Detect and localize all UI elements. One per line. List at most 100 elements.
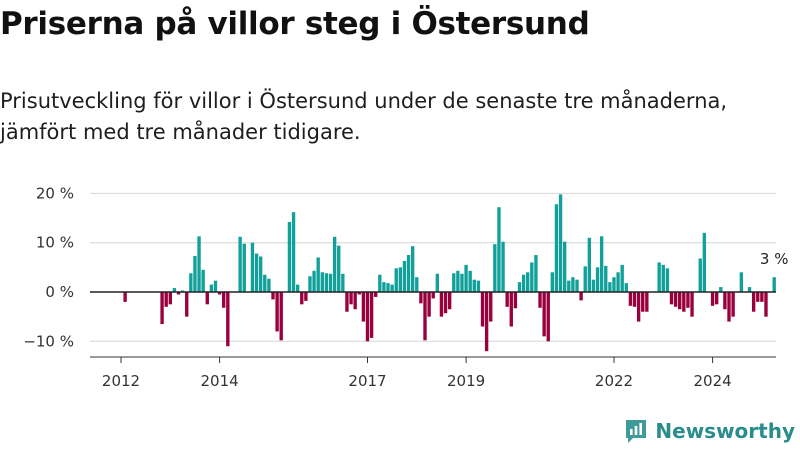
bar (739, 272, 744, 292)
bar (123, 292, 127, 302)
bar (628, 292, 633, 306)
bar (304, 292, 308, 301)
bar (308, 276, 312, 292)
bar (678, 292, 682, 310)
bar (394, 268, 398, 292)
y-tick-label: 20 % (36, 184, 74, 202)
x-tick-label: 2022 (595, 372, 633, 390)
bar (756, 292, 760, 302)
bar (378, 274, 382, 292)
bar (197, 236, 201, 292)
bar (476, 280, 481, 292)
bar (320, 272, 324, 292)
bar (665, 268, 670, 292)
bar (205, 292, 209, 305)
bar (337, 245, 341, 292)
y-tick-label: 10 % (36, 234, 74, 252)
bar (374, 292, 378, 297)
x-tick-label: 2017 (348, 372, 386, 390)
bar (250, 242, 255, 292)
bar (579, 292, 583, 301)
bar (386, 283, 390, 292)
bar (332, 236, 337, 292)
bar (751, 292, 756, 312)
bar (456, 270, 460, 292)
bar (715, 292, 719, 305)
bar (682, 292, 686, 312)
bar (238, 236, 242, 292)
bar (657, 262, 661, 292)
bar (542, 292, 546, 337)
bar (534, 255, 538, 292)
bar (673, 292, 678, 307)
brand-name: Newsworthy (655, 419, 795, 443)
bar (595, 267, 600, 292)
bar (645, 292, 649, 312)
page-title: Priserna på villor steg i Östersund (0, 6, 590, 42)
x-tick-label: 2024 (694, 372, 732, 390)
bar (591, 279, 596, 292)
bar (723, 292, 727, 310)
bar (760, 292, 764, 302)
bar (501, 241, 505, 292)
bar (287, 221, 292, 292)
bar (300, 292, 304, 305)
bar (201, 269, 205, 292)
bar (669, 292, 674, 305)
bar-chart-logo-icon (626, 420, 647, 443)
bar (217, 292, 222, 295)
bar (254, 253, 259, 292)
bar (583, 266, 587, 292)
bar (489, 292, 493, 322)
bar (604, 265, 608, 292)
bar (439, 292, 444, 317)
bar (316, 257, 320, 292)
bar (587, 237, 592, 292)
bar (554, 204, 559, 292)
bar (464, 264, 468, 292)
bar (349, 292, 353, 305)
bar (452, 273, 456, 292)
bar (558, 194, 563, 292)
y-tick-label: −10 % (23, 332, 74, 350)
bar (176, 292, 181, 295)
bar (213, 280, 218, 292)
bar (567, 280, 571, 292)
bar (526, 272, 530, 292)
bar (209, 284, 214, 292)
bar (267, 278, 271, 292)
bar (686, 292, 690, 308)
bar (365, 292, 370, 342)
bar (312, 270, 316, 292)
bar (509, 292, 513, 327)
bar (419, 292, 423, 304)
bar (772, 277, 776, 292)
bar (222, 292, 226, 308)
bar (636, 292, 641, 322)
bar (415, 277, 419, 292)
bar (226, 292, 230, 347)
bar (382, 282, 386, 292)
bar (480, 292, 485, 327)
bar (427, 292, 431, 317)
bar (263, 274, 267, 292)
bar (497, 207, 501, 292)
bar (702, 232, 707, 292)
bar (608, 282, 612, 292)
bar (172, 288, 177, 292)
bar (530, 262, 534, 292)
bar (328, 273, 333, 292)
bar (279, 292, 283, 341)
bar (764, 292, 768, 317)
bar (345, 292, 349, 312)
bar (521, 274, 526, 292)
bar (258, 256, 263, 292)
bar (538, 292, 542, 308)
bar (575, 279, 579, 292)
bar (295, 284, 300, 292)
bar (431, 292, 435, 299)
brand-logo: Newsworthy (624, 418, 795, 444)
bar (563, 241, 567, 292)
bar (460, 273, 464, 292)
